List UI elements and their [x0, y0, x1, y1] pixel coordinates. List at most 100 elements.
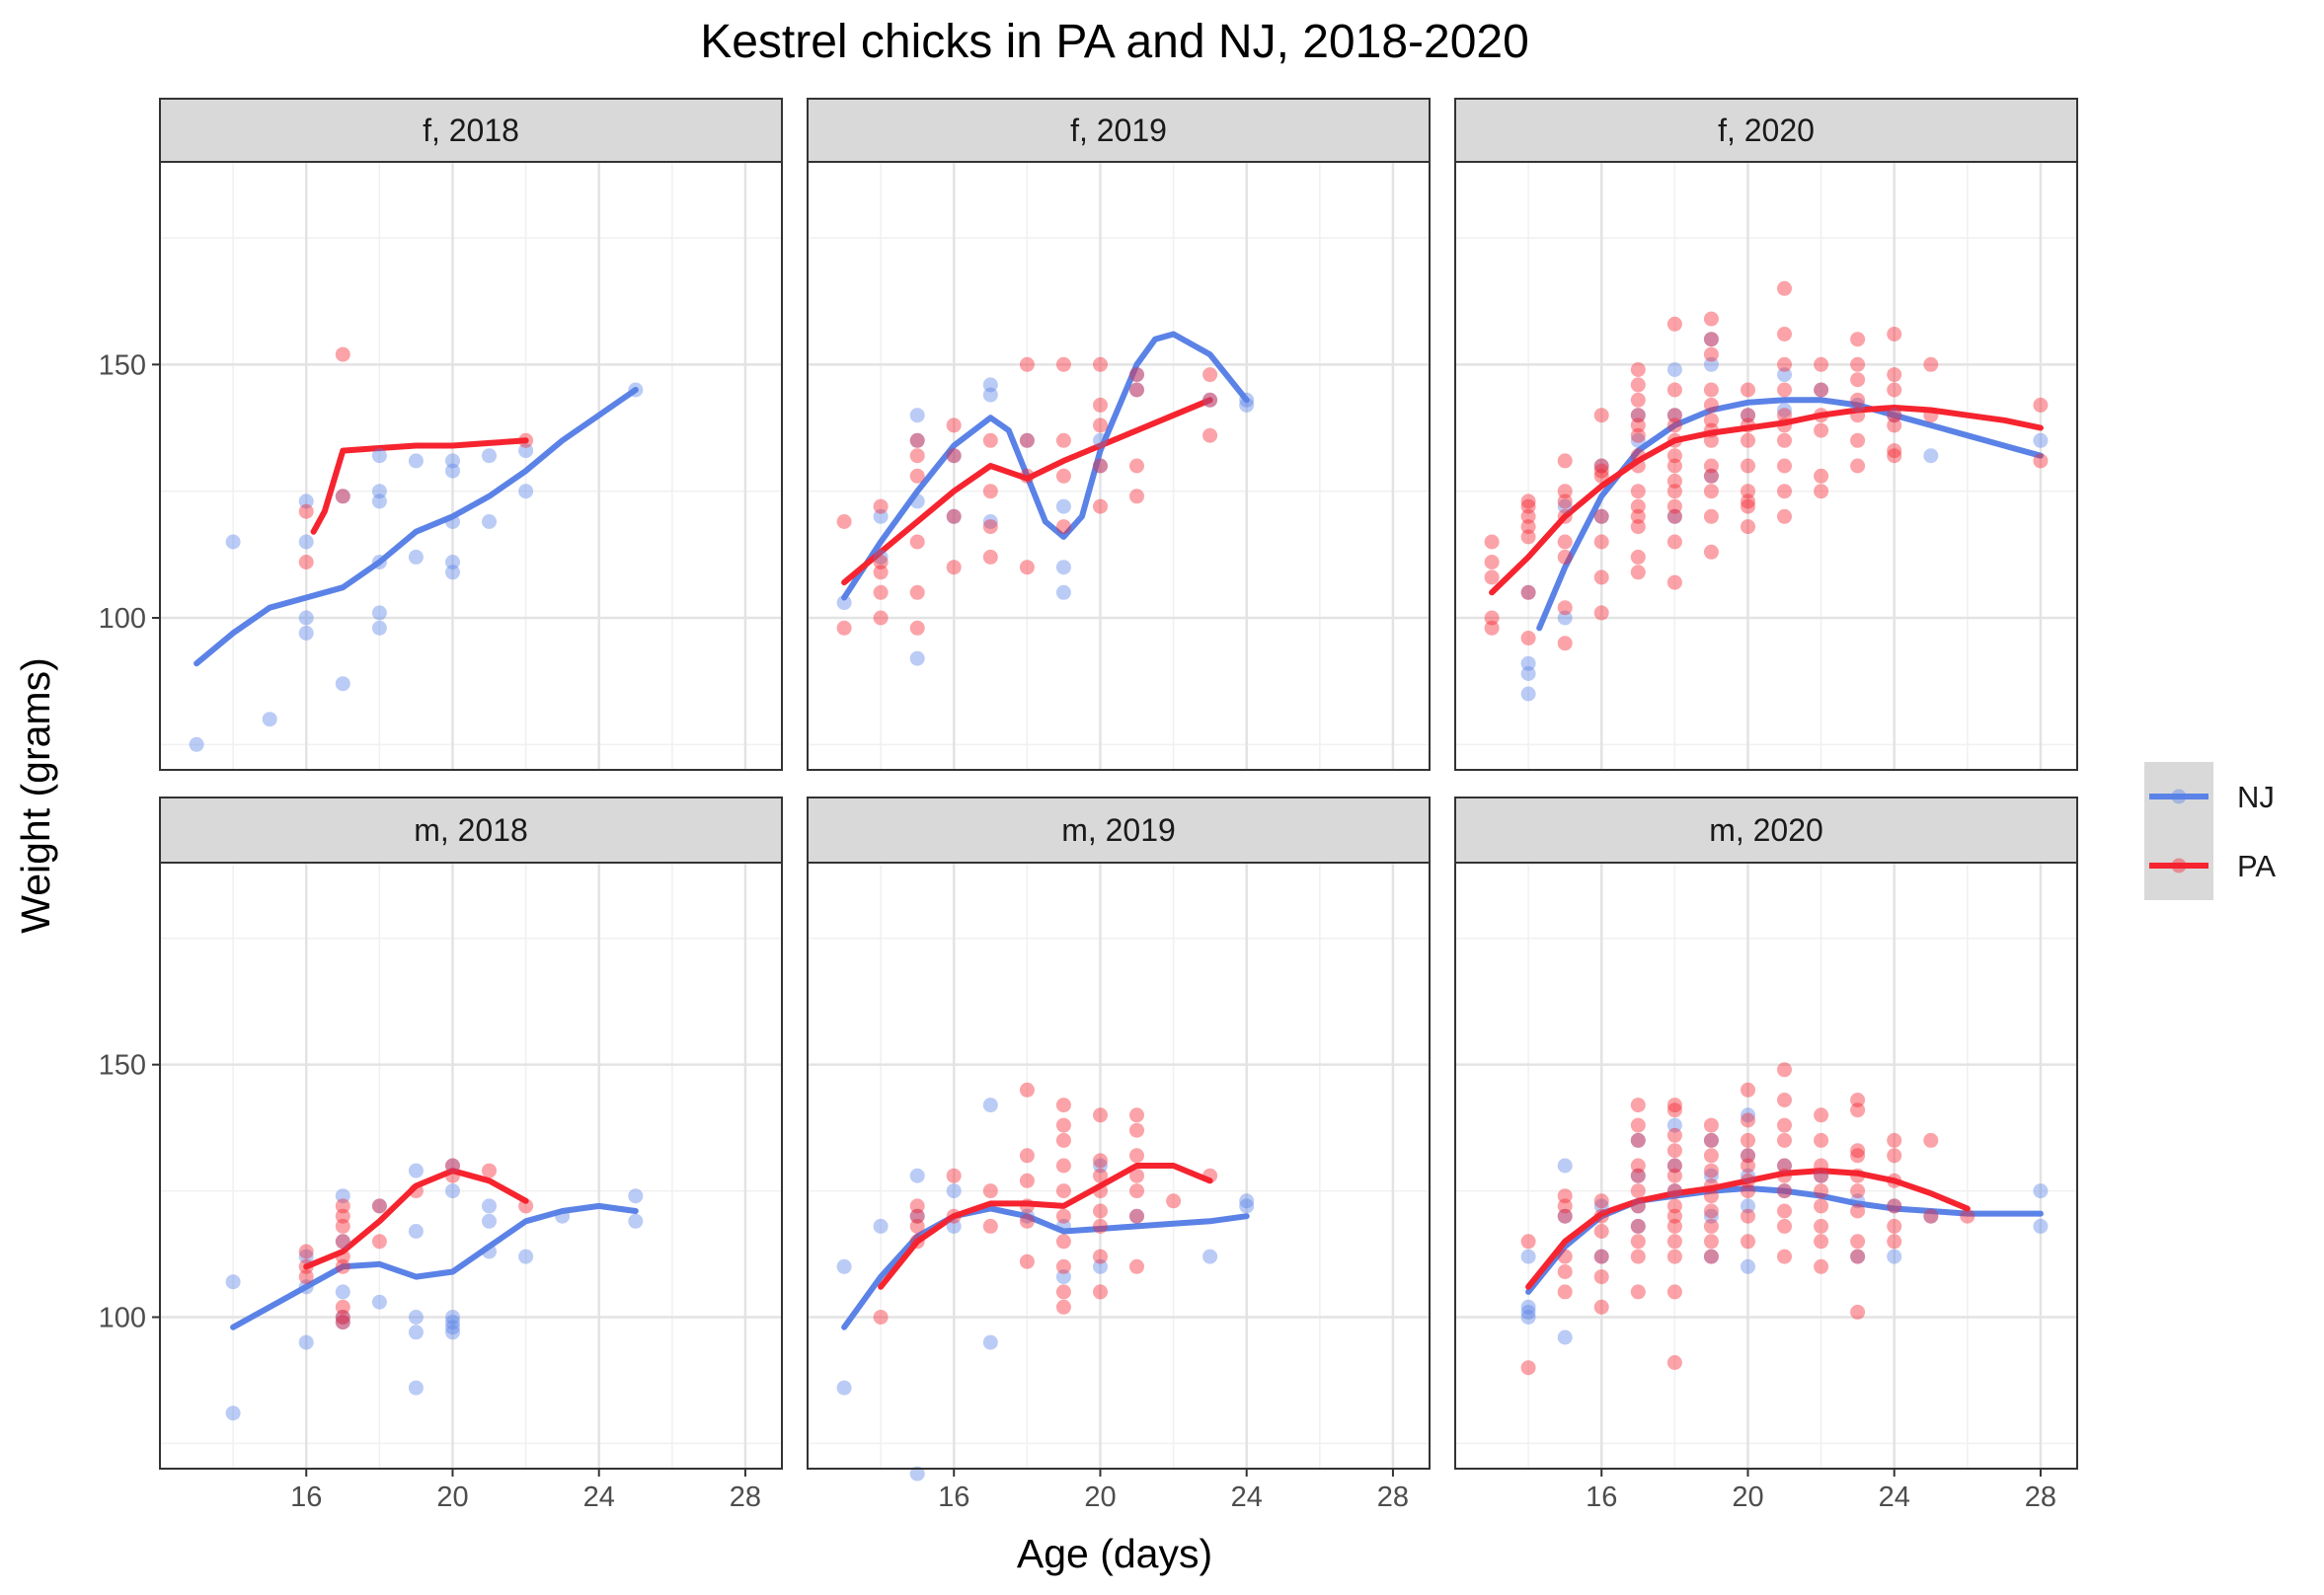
point-pa	[1850, 1249, 1866, 1264]
point-nj	[1055, 1269, 1071, 1285]
point-nj	[1239, 397, 1255, 413]
point-pa	[1814, 484, 1829, 499]
point-pa	[1741, 1208, 1755, 1224]
point-nj	[335, 676, 350, 692]
point-pa	[836, 514, 852, 529]
point-nj	[445, 555, 460, 570]
point-pa	[1593, 534, 1609, 550]
point-pa	[1019, 560, 1035, 575]
point-nj	[1593, 1249, 1609, 1264]
point-pa	[1055, 1158, 1071, 1174]
point-pa	[1850, 332, 1866, 347]
point-pa	[1593, 1224, 1609, 1239]
point-nj	[909, 1168, 925, 1183]
point-pa	[1666, 1284, 1682, 1300]
facet-panel: f, 2018 100 150	[99, 98, 783, 771]
point-pa	[1777, 1117, 1792, 1133]
point-nj	[1630, 1198, 1646, 1214]
point-pa	[1666, 534, 1682, 550]
point-pa	[1741, 1112, 1755, 1128]
point-nj	[298, 534, 314, 550]
point-pa	[1055, 356, 1071, 372]
point-pa	[1055, 1258, 1071, 1274]
point-pa	[1557, 1188, 1573, 1204]
legend-point-pa	[2171, 858, 2187, 873]
point-pa	[946, 1168, 962, 1183]
point-pa	[1960, 1208, 1975, 1224]
point-pa	[1777, 327, 1792, 342]
point-nj	[482, 1198, 497, 1214]
point-nj	[946, 508, 962, 524]
point-pa	[1593, 1193, 1609, 1209]
point-pa	[298, 555, 314, 570]
point-pa	[1557, 1264, 1573, 1279]
point-pa	[909, 1234, 925, 1250]
point-pa	[1741, 418, 1755, 433]
point-pa	[1666, 484, 1682, 499]
point-nj	[2033, 1218, 2049, 1234]
point-nj	[1666, 508, 1682, 524]
point-pa	[1703, 413, 1719, 428]
point-pa	[1093, 1168, 1108, 1183]
point-pa	[1887, 1173, 1902, 1188]
point-pa	[1703, 432, 1719, 448]
panel-background	[160, 162, 782, 770]
legend-label-nj: NJ	[2237, 780, 2275, 814]
point-nj	[1741, 1258, 1755, 1274]
point-nj	[298, 1249, 314, 1264]
point-pa	[1484, 555, 1500, 570]
facet-panel: m, 2018 100 150 16 20 24 28	[99, 797, 783, 1513]
point-pa	[1923, 1132, 1939, 1148]
point-pa	[946, 448, 962, 464]
point-nj	[445, 565, 460, 580]
point-pa	[1593, 1208, 1609, 1224]
x-tick-label: 16	[290, 1481, 322, 1513]
point-pa	[1703, 458, 1719, 474]
facet-panel: f, 2019	[807, 98, 1431, 771]
point-nj	[1777, 1158, 1792, 1174]
point-pa	[1814, 1183, 1829, 1199]
point-pa	[1666, 1355, 1682, 1370]
point-pa	[1019, 1148, 1035, 1164]
point-pa	[1814, 1218, 1829, 1234]
point-nj	[335, 1315, 350, 1330]
point-nj	[1055, 584, 1071, 600]
panel-border	[1454, 161, 2078, 771]
point-nj	[1630, 408, 1646, 423]
point-nj	[628, 1213, 644, 1229]
point-pa	[1850, 392, 1866, 408]
point-nj	[298, 1279, 314, 1295]
point-pa	[982, 519, 998, 535]
point-pa	[1019, 1213, 1035, 1229]
point-pa	[873, 610, 889, 626]
point-pa	[1666, 1218, 1682, 1234]
point-nj	[1741, 1198, 1755, 1214]
point-pa	[909, 1208, 925, 1224]
point-nj	[1666, 1183, 1682, 1199]
point-pa	[873, 1310, 889, 1325]
point-pa	[909, 468, 925, 484]
point-pa	[1703, 1218, 1719, 1234]
point-pa	[1630, 1098, 1646, 1113]
point-nj	[982, 1334, 998, 1350]
point-pa	[1520, 494, 1536, 509]
point-pa	[1666, 1127, 1682, 1143]
point-pa	[371, 1234, 387, 1250]
point-pa	[1593, 570, 1609, 585]
point-pa	[1630, 1183, 1646, 1199]
point-nj	[1777, 403, 1792, 418]
point-nj	[909, 432, 925, 448]
point-nj	[298, 610, 314, 626]
point-nj	[225, 534, 241, 550]
x-tick-label: 24	[1879, 1481, 1910, 1513]
point-nj	[1520, 666, 1536, 681]
point-nj	[335, 1188, 350, 1204]
point-pa	[1703, 397, 1719, 413]
point-pa	[1777, 418, 1792, 433]
panel-border	[807, 161, 1431, 771]
point-nj	[371, 555, 387, 570]
point-nj	[1814, 382, 1829, 398]
point-nj	[873, 1218, 889, 1234]
point-nj	[371, 605, 387, 621]
